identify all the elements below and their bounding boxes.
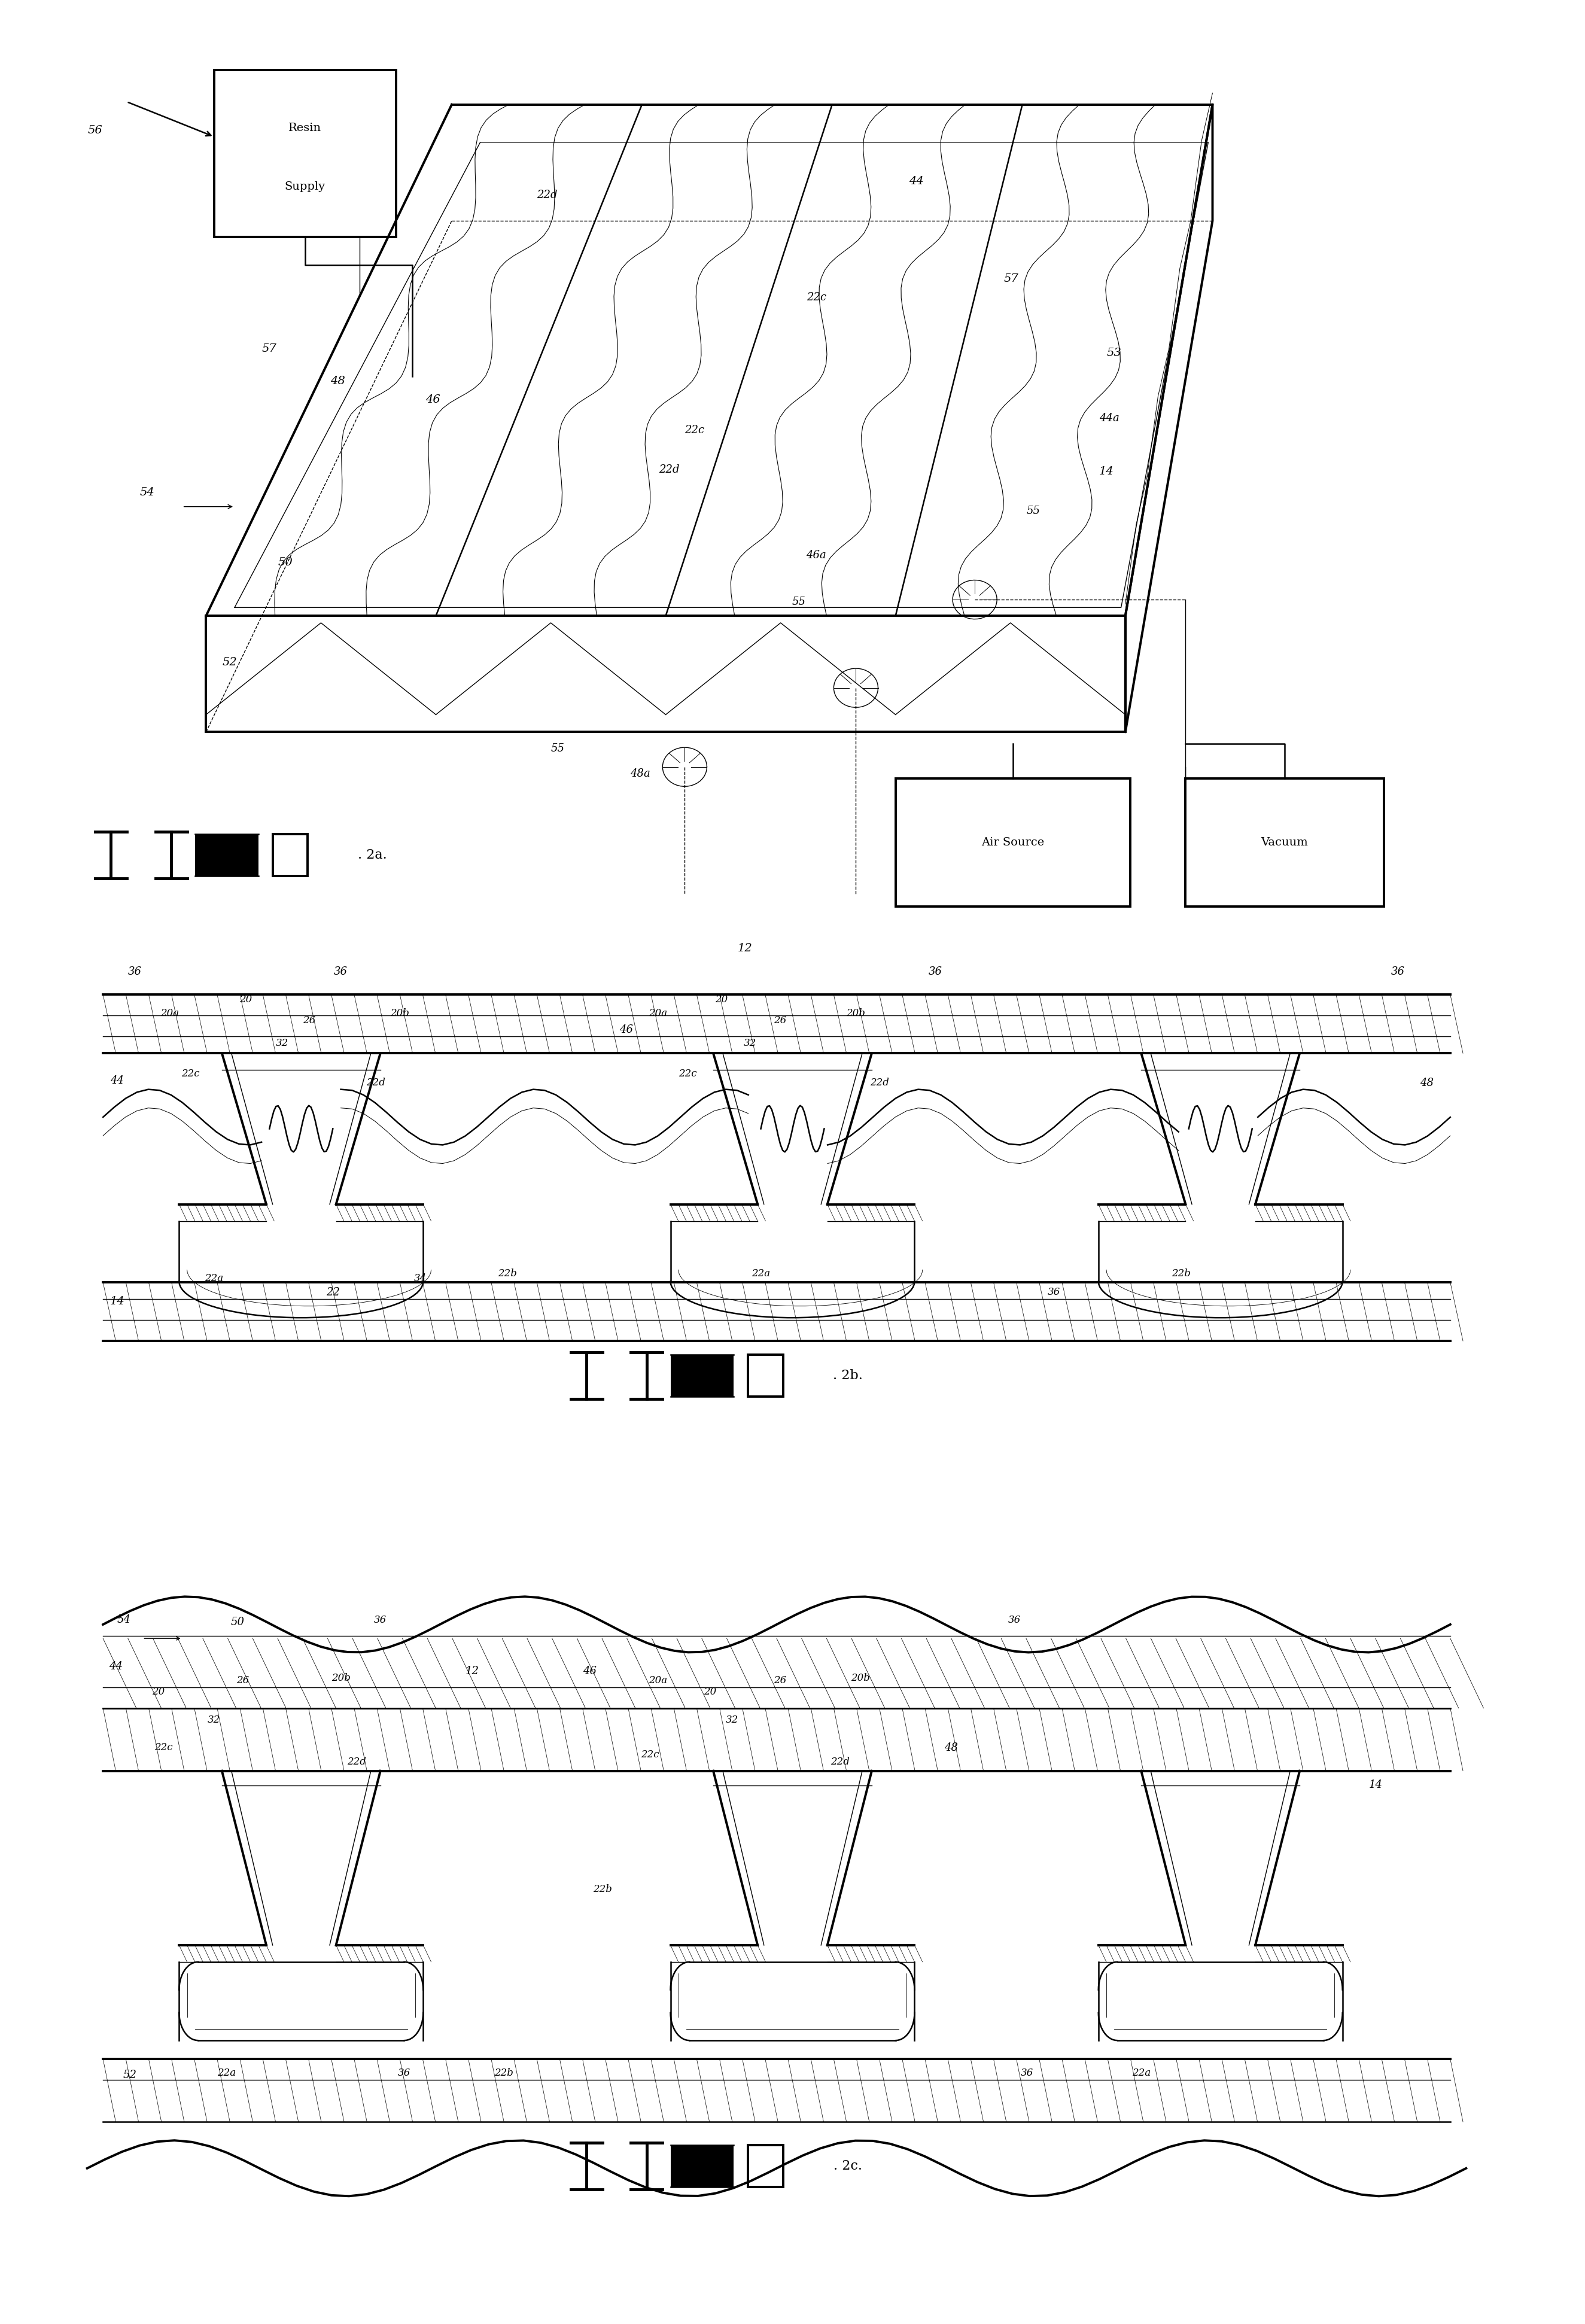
Text: 32: 32: [743, 1039, 756, 1048]
Text: 44: 44: [908, 177, 924, 186]
Bar: [214, 70, 396, 237]
Text: 22a: 22a: [204, 1274, 223, 1283]
Text: . 2b.: . 2b.: [834, 1369, 862, 1383]
Text: Air Source: Air Source: [981, 837, 1045, 848]
Text: 46a: 46a: [807, 551, 826, 560]
Text: 52: 52: [124, 2071, 136, 2080]
Text: 20a: 20a: [160, 1009, 179, 1018]
Text: 50: 50: [277, 558, 293, 567]
Bar: [748, 1355, 783, 1397]
Text: 46: 46: [620, 1025, 632, 1034]
Text: 22c: 22c: [685, 425, 704, 435]
Text: 57: 57: [262, 344, 277, 353]
Text: 22b: 22b: [1171, 1269, 1190, 1278]
Text: 54: 54: [117, 1615, 130, 1624]
Bar: [1186, 779, 1384, 906]
Text: 26: 26: [236, 1676, 249, 1685]
Text: 12: 12: [737, 944, 753, 953]
Bar: [670, 2145, 734, 2187]
Text: Vacuum: Vacuum: [1262, 837, 1308, 848]
Text: 26: 26: [773, 1676, 786, 1685]
Text: 32: 32: [276, 1039, 288, 1048]
Text: 22a: 22a: [217, 2068, 236, 2078]
Text: 46: 46: [583, 1666, 596, 1676]
Text: 20: 20: [704, 1687, 716, 1697]
Text: 22d: 22d: [831, 1757, 850, 1766]
Text: 22b: 22b: [495, 2068, 514, 2078]
Text: 22c: 22c: [154, 1743, 173, 1752]
Text: 20: 20: [715, 995, 728, 1004]
Text: 55: 55: [552, 744, 564, 753]
Text: Resin: Resin: [288, 123, 322, 135]
Text: 36: 36: [1392, 967, 1404, 976]
Text: 26: 26: [303, 1016, 315, 1025]
Text: 36: 36: [1008, 1615, 1021, 1624]
Text: 22c: 22c: [181, 1069, 200, 1078]
Text: 14: 14: [109, 1297, 125, 1306]
Text: 34: 34: [414, 1274, 426, 1283]
Text: 20b: 20b: [390, 1009, 409, 1018]
Text: 20a: 20a: [648, 1676, 667, 1685]
Text: 22: 22: [327, 1287, 339, 1297]
Text: Supply: Supply: [285, 181, 325, 193]
Text: . 2c.: . 2c.: [834, 2159, 862, 2173]
Text: 12: 12: [466, 1666, 479, 1676]
Text: 22d: 22d: [870, 1078, 889, 1088]
Bar: [748, 2145, 783, 2187]
Text: 22a: 22a: [1132, 2068, 1151, 2078]
Bar: [670, 1355, 734, 1397]
Text: 20a: 20a: [648, 1009, 667, 1018]
Text: 46: 46: [425, 395, 441, 404]
Text: 44a: 44a: [1100, 414, 1119, 423]
Text: 48: 48: [1420, 1078, 1433, 1088]
Text: 14: 14: [1098, 467, 1114, 476]
Text: 36: 36: [398, 2068, 411, 2078]
Text: 22c: 22c: [678, 1069, 697, 1078]
Text: 36: 36: [374, 1615, 387, 1624]
Text: 44: 44: [109, 1662, 122, 1671]
Text: 53: 53: [1106, 349, 1122, 358]
Text: 22b: 22b: [593, 1885, 612, 1894]
Text: 44: 44: [111, 1076, 124, 1085]
Text: 22c: 22c: [807, 293, 826, 302]
Text: 22d: 22d: [366, 1078, 385, 1088]
Text: 36: 36: [929, 967, 941, 976]
Text: 36: 36: [128, 967, 141, 976]
Text: 22d: 22d: [536, 191, 558, 200]
Text: 55: 55: [792, 597, 805, 607]
Text: 48a: 48a: [631, 769, 650, 779]
Text: 32: 32: [208, 1715, 220, 1724]
Text: 20b: 20b: [846, 1009, 865, 1018]
Text: 22c: 22c: [640, 1750, 659, 1759]
Text: 26: 26: [773, 1016, 786, 1025]
Text: 20: 20: [239, 995, 252, 1004]
Bar: [896, 779, 1130, 906]
Text: 48: 48: [945, 1743, 957, 1752]
Text: 22a: 22a: [751, 1269, 770, 1278]
Text: 20b: 20b: [851, 1673, 870, 1683]
Text: 48: 48: [330, 376, 346, 386]
Text: 36: 36: [1021, 2068, 1033, 2078]
Text: 22b: 22b: [498, 1269, 517, 1278]
Text: 56: 56: [87, 125, 103, 135]
Text: 22d: 22d: [347, 1757, 366, 1766]
Text: 36: 36: [1048, 1287, 1060, 1297]
Text: 54: 54: [139, 488, 155, 497]
Text: 36: 36: [334, 967, 347, 976]
Text: 57: 57: [1003, 274, 1019, 284]
Text: 20: 20: [152, 1687, 165, 1697]
Bar: [273, 834, 307, 876]
Text: 20b: 20b: [331, 1673, 350, 1683]
Text: 32: 32: [726, 1715, 739, 1724]
Text: 14: 14: [1369, 1780, 1382, 1789]
Text: . 2a.: . 2a.: [358, 848, 387, 862]
Text: 52: 52: [222, 658, 238, 667]
Bar: [195, 834, 258, 876]
Text: 50: 50: [231, 1618, 244, 1627]
Text: 55: 55: [1027, 507, 1040, 516]
Text: 22d: 22d: [658, 465, 680, 474]
